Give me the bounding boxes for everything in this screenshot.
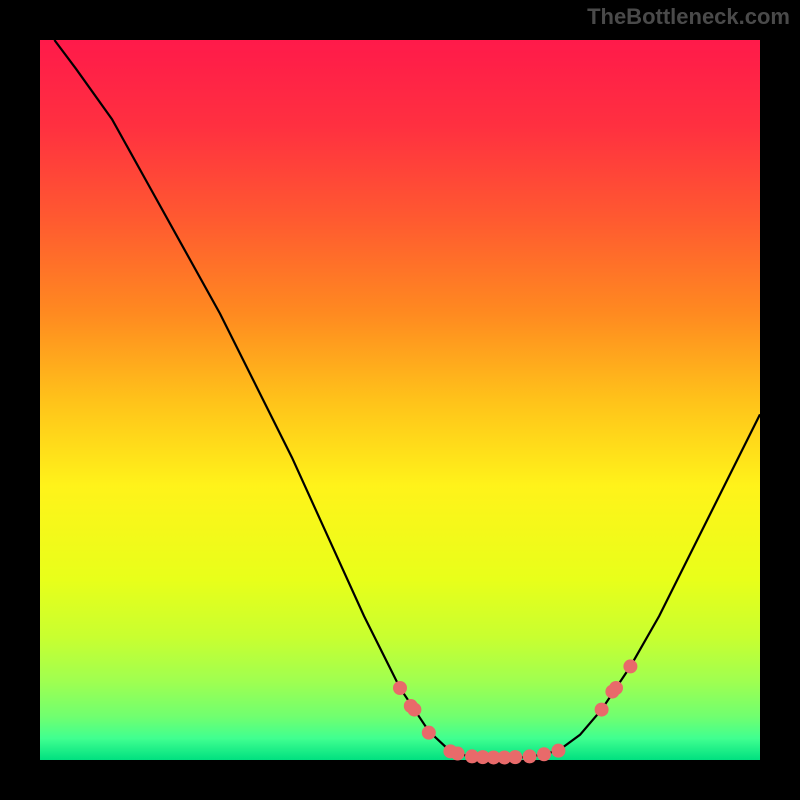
marker-dot (451, 747, 465, 761)
chart-container: { "watermark": { "text": "TheBottleneck.… (0, 0, 800, 800)
chart-svg (0, 0, 800, 800)
marker-dot (508, 750, 522, 764)
marker-dot (537, 747, 551, 761)
marker-dot (623, 659, 637, 673)
marker-dot (407, 703, 421, 717)
marker-dot (523, 749, 537, 763)
marker-dot (393, 681, 407, 695)
marker-dot (422, 726, 436, 740)
marker-dot (609, 681, 623, 695)
plot-area-rect (40, 40, 760, 760)
marker-dot (595, 703, 609, 717)
watermark-text: TheBottleneck.com (587, 4, 790, 30)
marker-dot (551, 744, 565, 758)
